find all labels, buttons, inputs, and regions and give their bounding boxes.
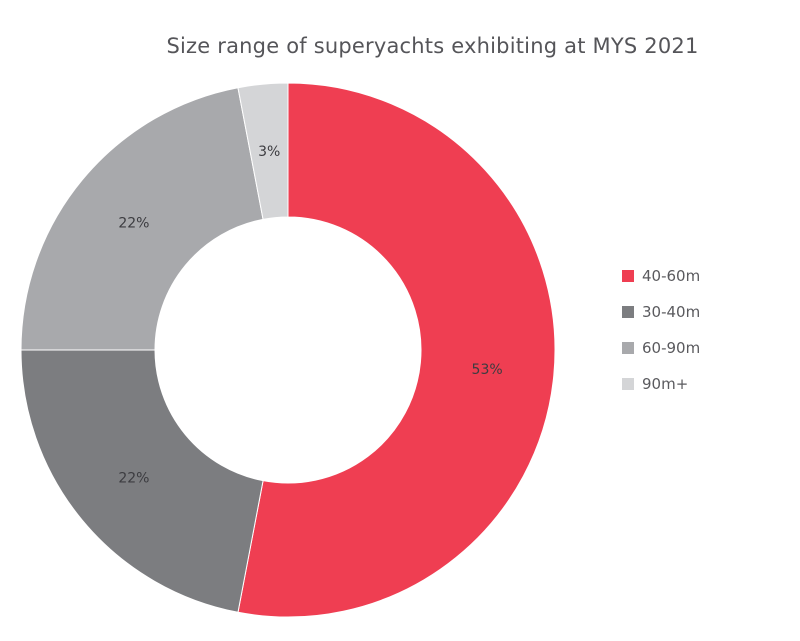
legend-swatch-90m-plus xyxy=(622,378,634,390)
data-label-60-90m: 22% xyxy=(118,216,149,232)
legend-item-60-90m[interactable]: 60-90m xyxy=(622,330,700,366)
chart-legend: 40-60m 30-40m 60-90m 90m+ xyxy=(622,258,700,402)
legend-item-90m-plus[interactable]: 90m+ xyxy=(622,366,700,402)
legend-swatch-60-90m xyxy=(622,342,634,354)
chart-title: Size range of superyachts exhibiting at … xyxy=(166,34,699,58)
legend-label-30-40m: 30-40m xyxy=(642,303,701,321)
legend-swatch-30-40m xyxy=(622,306,634,318)
legend-item-40-60m[interactable]: 40-60m xyxy=(622,258,700,294)
slice-60-90m[interactable] xyxy=(20,87,264,351)
legend-swatch-40-60m xyxy=(622,270,634,282)
slice-90m-plus[interactable] xyxy=(237,82,289,220)
data-label-40-60m: 53% xyxy=(472,362,503,378)
legend-label-60-90m: 60-90m xyxy=(642,339,701,357)
legend-label-90m-plus: 90m+ xyxy=(642,375,689,393)
legend-label-40-60m: 40-60m xyxy=(642,267,701,285)
legend-item-30-40m[interactable]: 30-40m xyxy=(622,294,700,330)
slice-40-60m[interactable] xyxy=(237,82,556,618)
data-label-30-40m: 22% xyxy=(118,470,149,486)
slice-30-40m[interactable] xyxy=(20,349,264,613)
data-label-90m-plus: 3% xyxy=(258,144,280,160)
